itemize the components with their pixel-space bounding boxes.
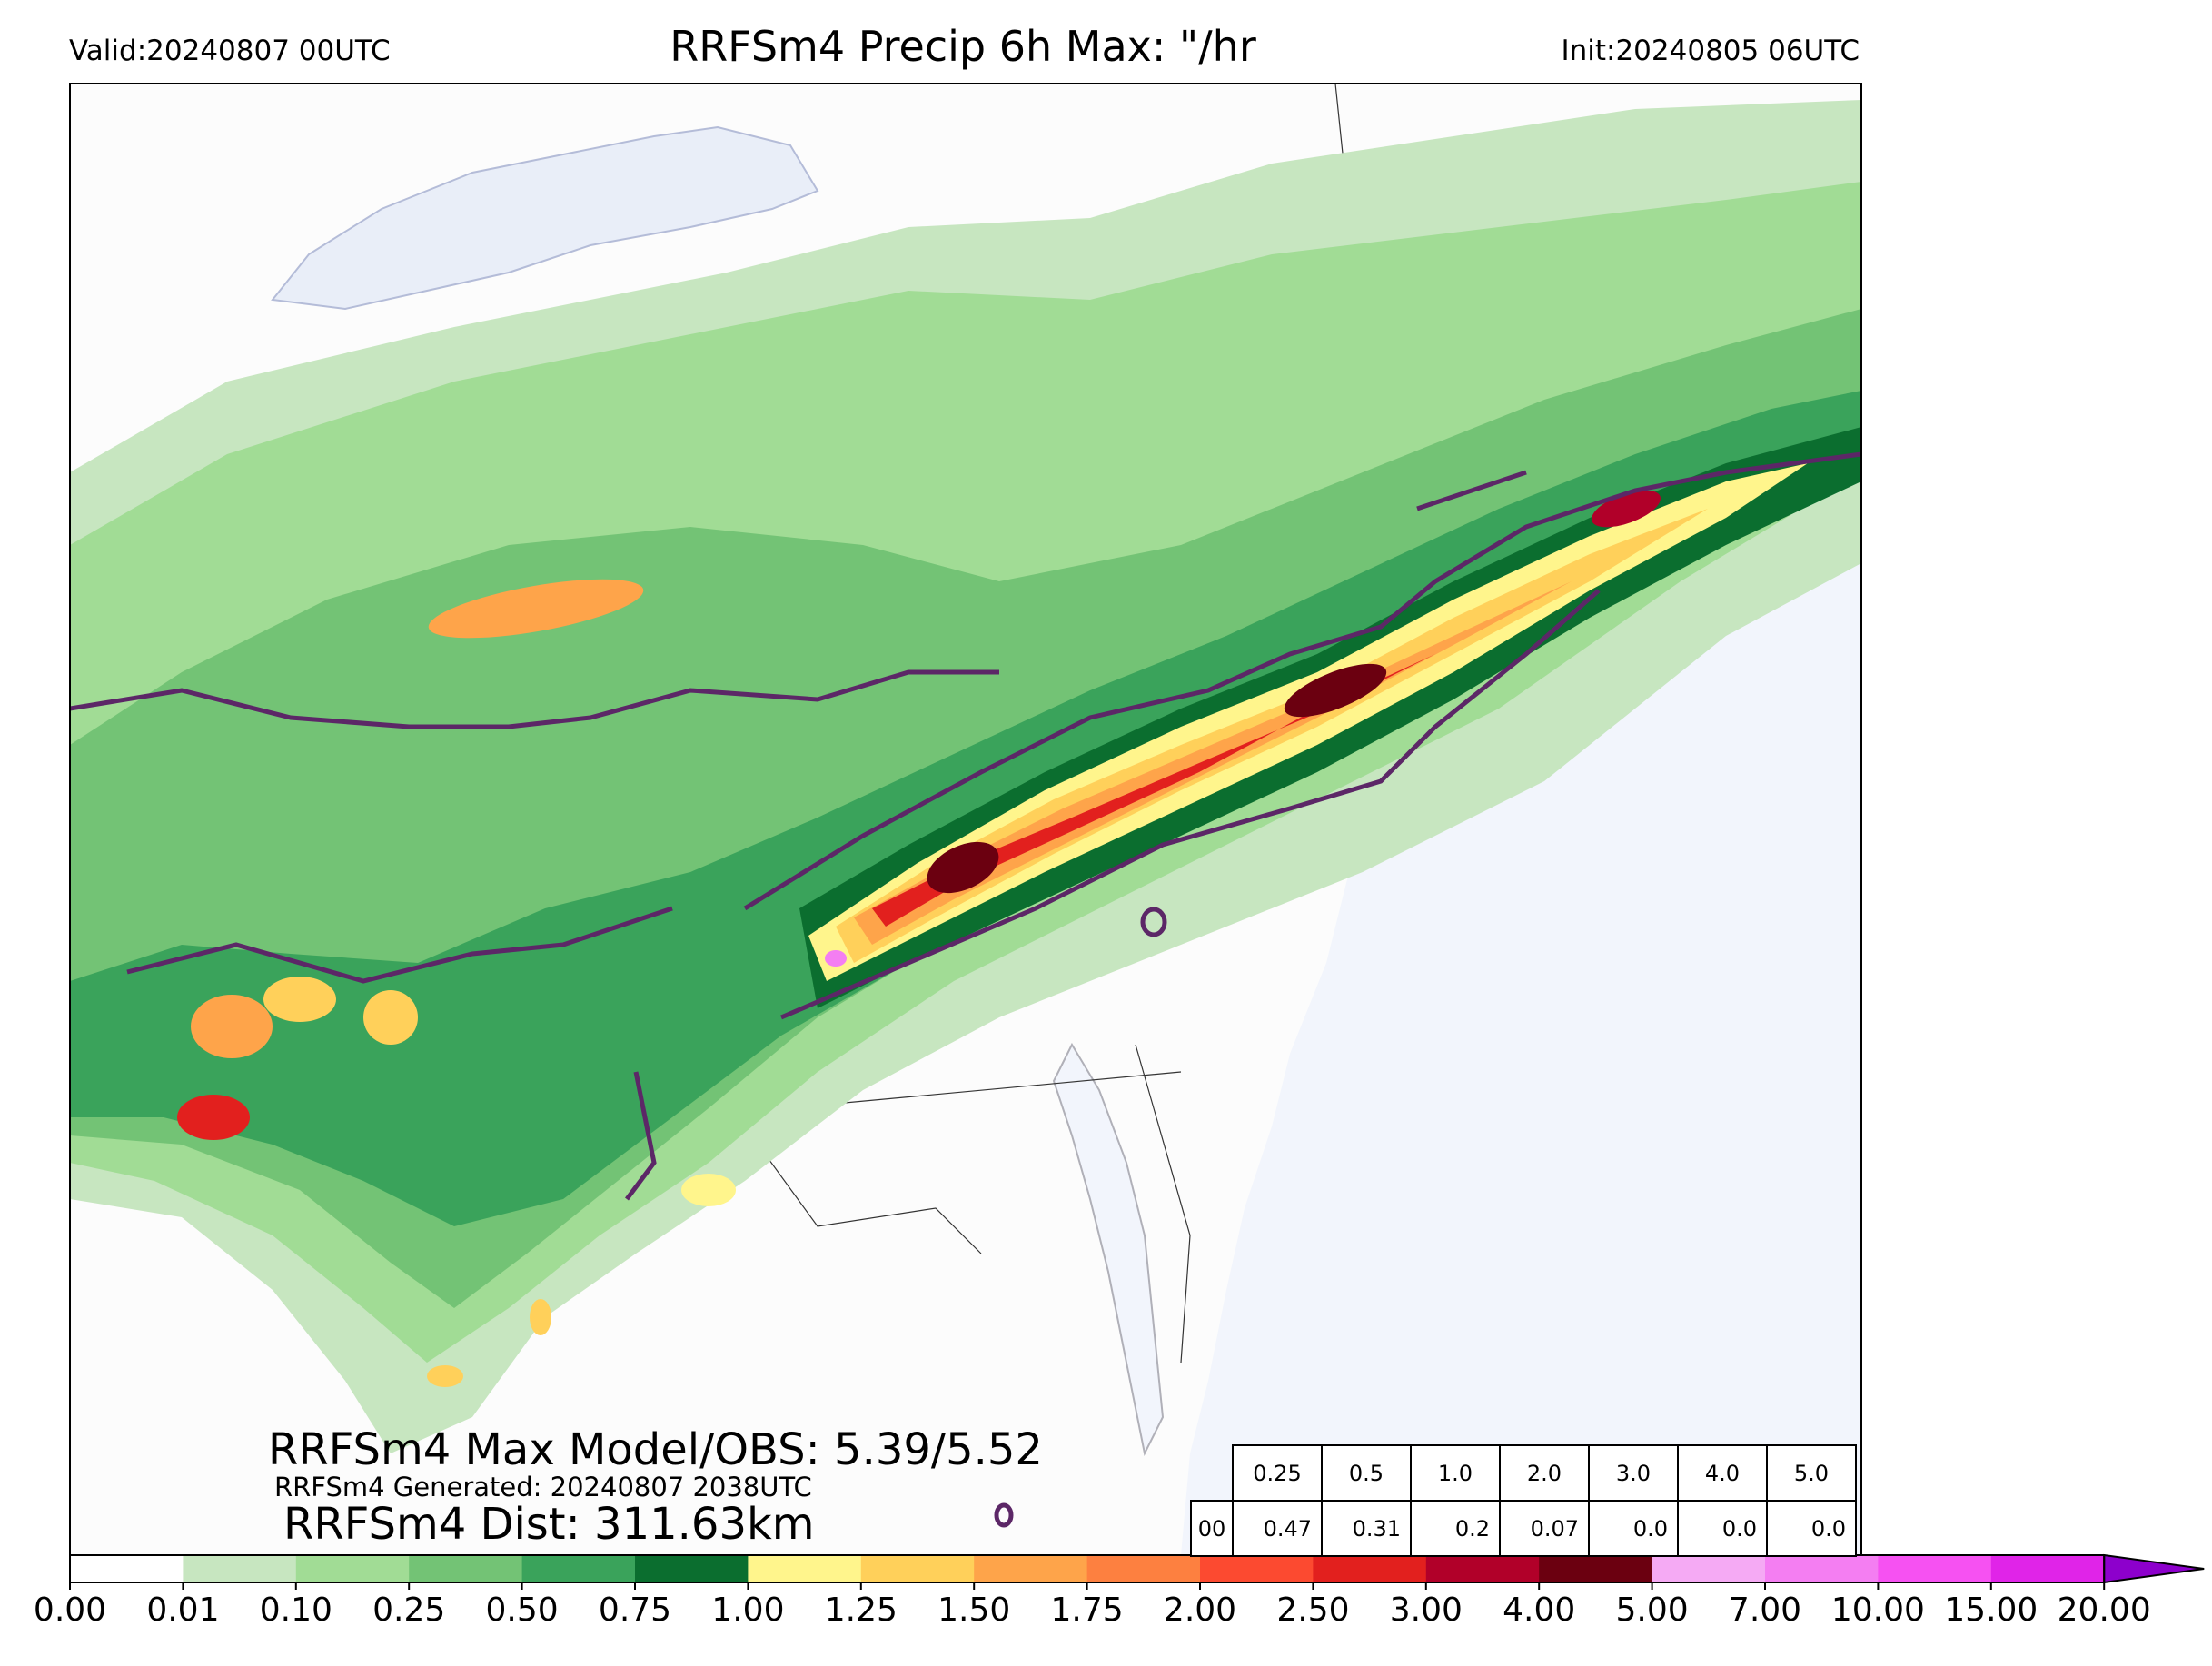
colorbar-segment	[748, 1555, 862, 1582]
threshold-value-cell: 0.47	[1232, 1500, 1323, 1557]
threshold-value-cell: 0.0	[1677, 1500, 1768, 1557]
valid-time-label: Valid:20240807 00UTC	[69, 35, 391, 67]
map-title: RRFSm4 Precip 6h Max: "/hr	[670, 22, 1256, 71]
threshold-value-cell: 0.0	[1588, 1500, 1679, 1557]
colorbar-segment	[974, 1555, 1088, 1582]
threshold-header-cell: 5.0	[1766, 1444, 1857, 1502]
colorbar-segment	[409, 1555, 523, 1582]
threshold-header-cell: 0.25	[1232, 1444, 1323, 1502]
colorbar-segment	[1200, 1555, 1314, 1582]
colorbar-segment	[1652, 1555, 1766, 1582]
threshold-table: 0.25 0.5 1.0 2.0 3.0 4.0 5.0 00 0.47 0.31 0.2 0.07 0…	[1190, 1444, 1860, 1557]
colorbar-tick-label: 15.00	[1944, 1592, 2038, 1629]
threshold-header-cell: 0.5	[1321, 1444, 1412, 1502]
colorbar-tick-label: 0.10	[259, 1592, 332, 1629]
distance-label: RRFSm4 Dist: 311.63km	[283, 1499, 815, 1550]
colorbar-tick-label: 4.00	[1503, 1592, 1576, 1629]
colorbar-tick-label: 0.01	[146, 1592, 220, 1629]
colorbar-tick-label: 3.00	[1389, 1592, 1463, 1629]
colorbar-tick-label: 1.00	[711, 1592, 785, 1629]
chesapeake-bay	[1052, 1042, 1165, 1457]
max-model-obs-label: RRFSm4 Max Model/OBS: 5.39/5.52	[268, 1424, 1043, 1475]
colorbar-tick-label: 0.50	[485, 1592, 559, 1629]
colorbar-tick-label: 2.50	[1276, 1592, 1350, 1629]
threshold-value-cell: 0.31	[1321, 1500, 1412, 1557]
colorbar-tick-label: 7.00	[1728, 1592, 1802, 1629]
colorbar-extend-arrow	[2103, 1553, 2205, 1584]
threshold-value-cell: 0.0	[1766, 1500, 1857, 1557]
colorbar-segment	[635, 1555, 749, 1582]
colorbar-segment	[860, 1555, 975, 1582]
init-time-label: Init:20240805 06UTC	[1561, 35, 1860, 67]
colorbar-tick-label: 0.75	[598, 1592, 672, 1629]
colorbar-tick-label: 0.25	[372, 1592, 446, 1629]
colorbar-segment	[1878, 1555, 1992, 1582]
threshold-value-cell: 0.07	[1499, 1500, 1590, 1557]
colorbar-segment	[1990, 1555, 2105, 1582]
colorbar-segment	[1086, 1555, 1201, 1582]
generated-time-label: RRFSm4 Generated: 20240807 2038UTC	[274, 1472, 812, 1502]
threshold-row-label: 00	[1190, 1500, 1234, 1557]
colorbar-segment	[1313, 1555, 1427, 1582]
obs-contours	[70, 451, 1861, 1528]
colorbar-tick-label: 5.00	[1615, 1592, 1689, 1629]
threshold-header-cell: 2.0	[1499, 1444, 1590, 1502]
colorbar-tick-label: 20.00	[2057, 1592, 2151, 1629]
colorbar-tick-label: 2.00	[1163, 1592, 1237, 1629]
colorbar-tick-label: 0.00	[33, 1592, 107, 1629]
colorbar	[69, 1553, 2205, 1590]
lake-ontario	[271, 125, 819, 311]
colorbar-tick-label: 10.00	[1830, 1592, 1925, 1629]
threshold-header-cell: 1.0	[1410, 1444, 1501, 1502]
threshold-header-cell: 4.0	[1677, 1444, 1768, 1502]
colorbar-tick-label: 1.25	[824, 1592, 898, 1629]
colorbar-tick-label: 1.50	[937, 1592, 1011, 1629]
colorbar-segment	[521, 1555, 636, 1582]
colorbar-segment	[183, 1555, 297, 1582]
threshold-value-cell: 0.2	[1410, 1500, 1501, 1557]
colorbar-segment	[70, 1555, 184, 1582]
threshold-header-cell: 3.0	[1588, 1444, 1679, 1502]
colorbar-segment	[1425, 1555, 1540, 1582]
colorbar-segment	[1765, 1555, 1879, 1582]
colorbar-tick-label: 1.75	[1050, 1592, 1124, 1629]
colorbar-segment	[1539, 1555, 1653, 1582]
atlantic-ocean	[1181, 382, 1861, 1555]
colorbar-segment	[295, 1555, 410, 1582]
